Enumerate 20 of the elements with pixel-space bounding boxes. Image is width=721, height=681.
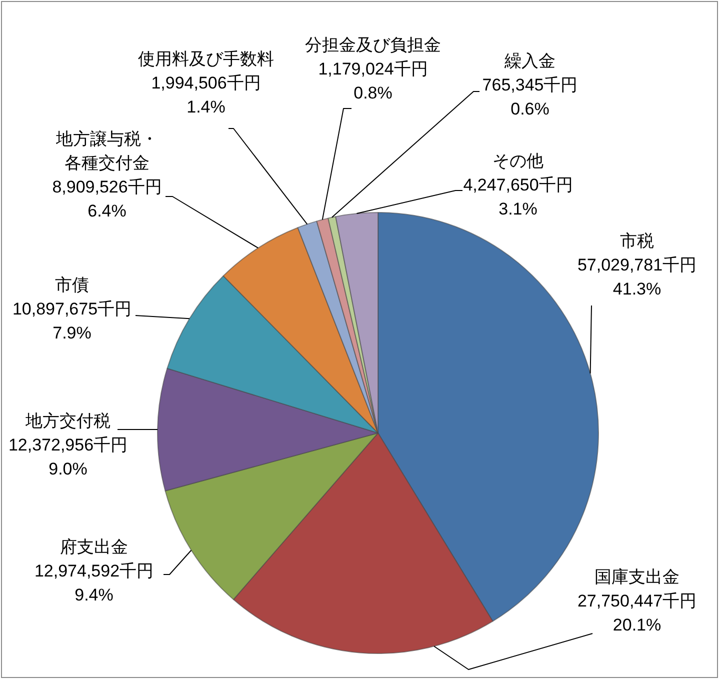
slice-label: 分担金及び負担金 bbox=[305, 36, 441, 55]
data-label: 12,974,592千円 9.4% bbox=[34, 562, 154, 605]
data-label: 1,179,024千円 0.8% bbox=[318, 60, 428, 103]
slice-label: 府支出金 bbox=[60, 538, 128, 557]
data-label: 1,994,506千円 1.4% bbox=[151, 74, 261, 117]
slice-label: 地方交付税 bbox=[24, 412, 110, 431]
data-label: 27,750,447千円 20.1% bbox=[577, 592, 697, 635]
slice-label: その他 bbox=[492, 152, 544, 171]
data-label: 12,372,956千円 9.0% bbox=[8, 436, 128, 479]
data-label: 4,247,650千円 3.1% bbox=[463, 176, 573, 219]
data-label: 57,029,781千円 41.3% bbox=[577, 256, 697, 299]
slice-label: 地方譲与税・各種交付金 bbox=[55, 130, 158, 173]
data-label: 8,909,526千円 6.4% bbox=[52, 178, 162, 221]
slice-label: 国庫支出金 bbox=[594, 568, 680, 587]
data-label: 10,897,675千円 7.9% bbox=[12, 300, 132, 343]
slice-label: 市債 bbox=[55, 276, 89, 295]
slice-label: 使用料及び手数料 bbox=[138, 50, 274, 69]
data-label: 765,345千円 0.6% bbox=[482, 76, 578, 119]
slice-label: 市税 bbox=[620, 232, 654, 251]
slice-label: 繰入金 bbox=[504, 52, 556, 71]
